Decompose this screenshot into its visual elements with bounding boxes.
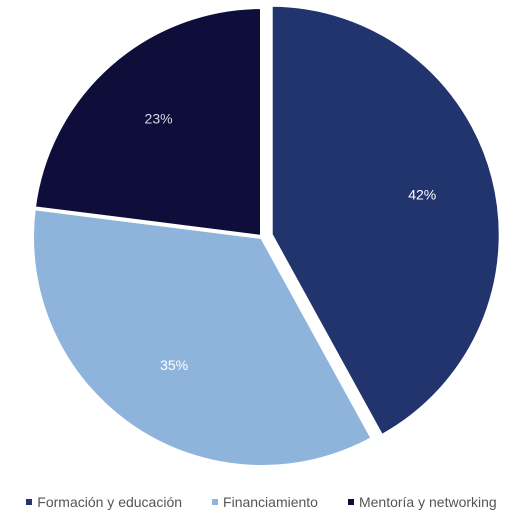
slice-label-formacion: 42% bbox=[408, 187, 436, 203]
slice-label-mentoria: 23% bbox=[145, 110, 173, 126]
legend-label-formacion: Formación y educación bbox=[37, 494, 183, 510]
pie-slice-mentoria bbox=[31, 4, 264, 240]
slice-label-financiamiento: 35% bbox=[160, 357, 188, 373]
legend-swatch-financiamiento bbox=[212, 499, 219, 505]
pie-chart: 42% 35% 23% bbox=[30, 2, 503, 469]
legend-item-financiamiento: Financiamiento bbox=[212, 494, 318, 510]
chart-legend: Formación y educación Financiamiento Men… bbox=[0, 494, 523, 510]
pie-slice-financiamiento bbox=[30, 205, 376, 469]
legend-label-financiamiento: Financiamiento bbox=[223, 494, 318, 510]
legend-label-mentoria: Mentoría y networking bbox=[358, 494, 497, 510]
legend-item-formacion: Formación y educación bbox=[26, 494, 182, 510]
legend-swatch-formacion bbox=[26, 499, 33, 505]
pie-slice-formacion bbox=[268, 2, 503, 440]
legend-swatch-mentoria bbox=[347, 499, 354, 505]
legend-item-mentoria: Mentoría y networking bbox=[347, 494, 497, 510]
